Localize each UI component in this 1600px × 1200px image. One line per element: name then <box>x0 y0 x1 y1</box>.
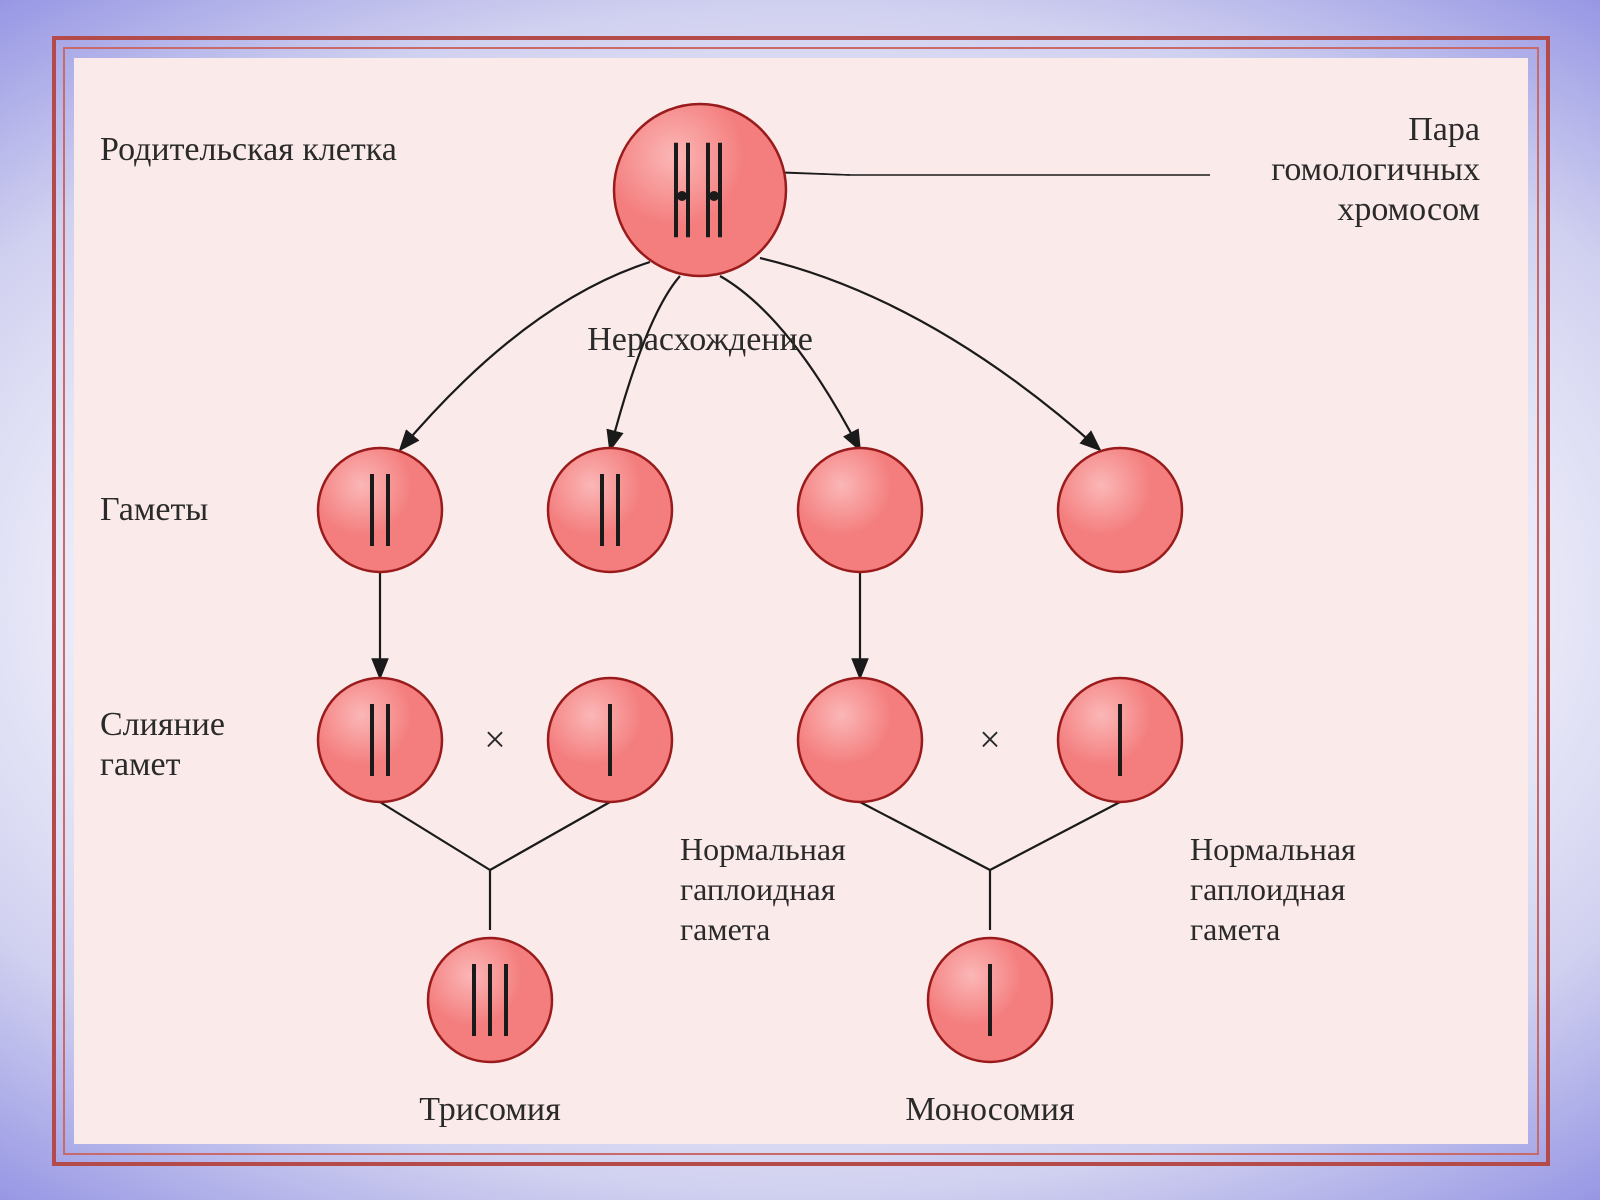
cell-fusionR_a <box>798 678 922 802</box>
label-pair_line1: Пара <box>1408 111 1480 148</box>
cell-parent <box>614 104 786 276</box>
label-nondisjunction: Нерасхождение <box>587 321 813 358</box>
label-cross_L: × <box>484 719 505 761</box>
cell-gamete3 <box>798 448 922 572</box>
label-pair_line2: гомологичных <box>1271 151 1480 188</box>
label-fusion_line2: гамет <box>100 746 181 783</box>
cell-gamete1 <box>318 448 442 572</box>
label-pair_line3: хромосом <box>1337 191 1480 228</box>
label-cross_R: × <box>979 719 1000 761</box>
label-parent: Родительская клетка <box>100 131 397 168</box>
label-normalL_1: Нормальная <box>680 831 846 867</box>
label-normalR_2: гаплоидная <box>1190 871 1346 907</box>
label-fusion_line1: Слияние <box>100 706 225 743</box>
cell-fusionR_b <box>1058 678 1182 802</box>
label-normalR_3: гамета <box>1190 911 1280 947</box>
cell-gamete2 <box>548 448 672 572</box>
label-gametes: Гаметы <box>100 491 208 528</box>
cell-fusionL_b <box>548 678 672 802</box>
label-normalR_1: Нормальная <box>1190 831 1356 867</box>
cell-monosomy <box>928 938 1052 1062</box>
background-gradient: Родительская клетка Парагомологичныххромо… <box>0 0 1600 1200</box>
cell-trisomy <box>428 938 552 1062</box>
cell-gamete4 <box>1058 448 1182 572</box>
label-normalL_3: гамета <box>680 911 770 947</box>
label-monosomy: Моносомия <box>905 1091 1075 1128</box>
label-trisomy: Трисомия <box>419 1091 561 1128</box>
diagram-svg: Родительская клетка Парагомологичныххромо… <box>0 0 1600 1200</box>
cell-fusionL_a <box>318 678 442 802</box>
label-normalL_2: гаплоидная <box>680 871 836 907</box>
panel-background <box>74 58 1528 1144</box>
